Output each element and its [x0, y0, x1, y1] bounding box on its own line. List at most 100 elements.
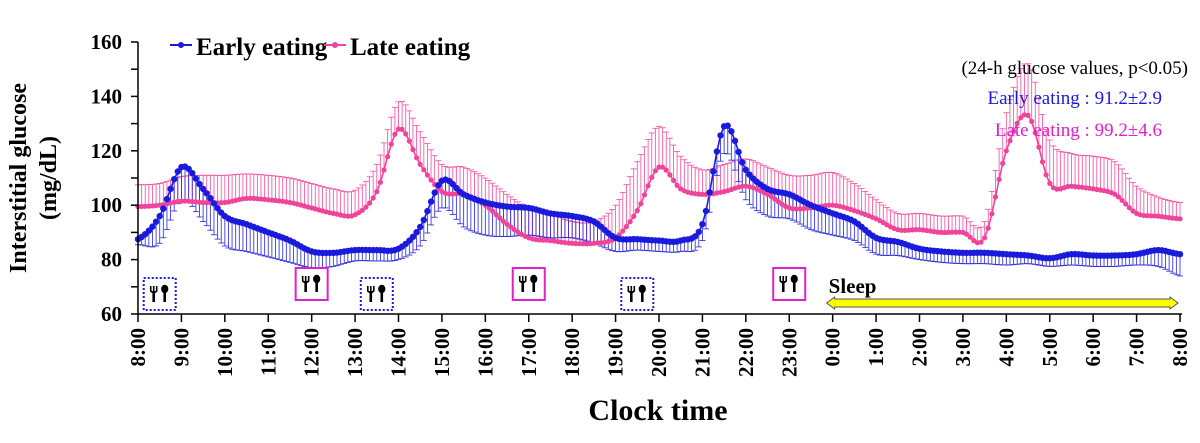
late-eating-point: [374, 189, 380, 195]
late-eating-point: [204, 200, 210, 206]
late-eating-point: [982, 235, 988, 241]
late-eating-point: [775, 199, 782, 205]
x-tick-label: 18:00: [560, 328, 584, 377]
spoon-icon: [790, 274, 798, 292]
late-eating-point: [399, 126, 405, 132]
late-eating-point: [1039, 159, 1046, 165]
early-eating-point: [174, 168, 181, 175]
late-eating-point: [388, 141, 394, 147]
late-eating-point: [142, 203, 148, 209]
late-eating-point: [1029, 118, 1035, 125]
early-eating-point: [424, 207, 431, 215]
x-axis-title: Clock time: [588, 394, 727, 427]
early-eating-point: [706, 189, 713, 196]
late-eating-point: [385, 154, 391, 160]
spoon-handle: [640, 292, 644, 302]
late-eating-point: [446, 191, 452, 197]
x-tick-label: 10:00: [213, 328, 237, 377]
late-eating-point: [367, 200, 373, 206]
sleep-arrow: [825, 296, 1179, 310]
fork-handle: [781, 281, 785, 292]
legend-early-label: Early eating: [196, 34, 328, 61]
early-eating-point: [431, 189, 438, 196]
early-eating-point: [710, 168, 717, 175]
early-eating-point: [435, 182, 442, 189]
meal-box: [772, 267, 807, 301]
late-eating-point: [392, 131, 398, 137]
late-eating-point: [1148, 213, 1154, 219]
late-eating-point: [403, 131, 409, 137]
x-tick-label: 21:00: [690, 328, 714, 377]
x-tick-label: 19:00: [604, 328, 628, 377]
meal-marker-late: [511, 267, 546, 301]
early-eating-point: [152, 218, 160, 225]
early-eating-point: [192, 175, 200, 182]
spoon-bowl: [638, 284, 646, 294]
late-eating-point: [627, 219, 633, 225]
x-tick-label: 3:00: [951, 328, 975, 367]
late-eating-point: [992, 194, 999, 200]
late-eating-point: [500, 218, 506, 224]
x-tick-label: 15:00: [430, 328, 454, 377]
late-eating-point: [428, 177, 434, 183]
late-eating-point: [243, 195, 250, 201]
meal-marker-early: [142, 277, 177, 311]
x-tick-label: 1:00: [864, 328, 888, 367]
spoon-handle: [532, 282, 536, 292]
x-tick-label: 16:00: [473, 328, 497, 377]
early-eating-point: [149, 223, 156, 230]
late-eating-point: [963, 231, 970, 237]
spoon-bowl: [313, 274, 321, 284]
early-eating-point: [203, 190, 210, 197]
late-eating-point: [645, 183, 651, 189]
meal-marker-early: [359, 277, 394, 311]
early-eating-point: [207, 195, 214, 202]
early-eating-point: [713, 148, 721, 155]
series-points: [134, 112, 1184, 262]
early-eating-point: [160, 205, 167, 212]
x-tick-label: 0:00: [821, 328, 845, 367]
spoon-bowl: [161, 284, 169, 294]
spoon-handle: [163, 292, 167, 302]
late-eating-point: [508, 224, 514, 230]
meal-box: [142, 277, 177, 311]
spoon-icon: [378, 284, 386, 302]
y-tick-label: 100: [91, 193, 123, 217]
legend: Early eating Late eating: [170, 34, 471, 61]
late-eating-point: [641, 192, 648, 198]
late-eating-point: [377, 179, 383, 185]
early-eating-point: [189, 170, 196, 177]
spoon-handle: [315, 282, 318, 292]
spoon-icon: [313, 274, 321, 292]
early-eating-point: [739, 159, 746, 166]
y-axis-title-line2: (mg/dL): [36, 136, 62, 220]
late-eating-point: [996, 176, 1002, 182]
x-tick-label: 8:00: [126, 328, 150, 367]
early-eating-point: [214, 205, 221, 212]
early-eating-point: [420, 216, 427, 224]
early-eating-point: [417, 223, 424, 231]
late-eating-point: [584, 241, 590, 247]
early-eating-point: [735, 148, 742, 156]
late-eating-point: [638, 201, 644, 207]
x-tick-label: 11:00: [256, 328, 280, 376]
y-tick-label: 140: [91, 84, 123, 108]
early-eating-point: [1176, 251, 1184, 258]
y-tick-label: 60: [101, 302, 122, 326]
early-eating-point: [196, 180, 203, 188]
late-eating-point: [424, 172, 430, 178]
late-eating-point: [1112, 191, 1118, 197]
late-eating-point: [370, 195, 376, 201]
legend-late-swatch-dot: [332, 42, 338, 48]
annotation-early: Early eating : 91.2±2.9: [987, 88, 1162, 109]
annotation-header: (24-h glucose values, p<0.05): [961, 58, 1188, 79]
late-eating-point: [490, 208, 496, 214]
early-eating-point: [199, 185, 207, 193]
x-tick-label: 13:00: [343, 328, 367, 377]
early-eating-point: [171, 176, 178, 183]
spoon-bowl: [378, 284, 386, 294]
legend-early-swatch-dot: [178, 42, 184, 48]
fork-handle: [304, 281, 307, 292]
late-eating-point: [945, 229, 952, 235]
early-eating-point: [695, 228, 702, 236]
